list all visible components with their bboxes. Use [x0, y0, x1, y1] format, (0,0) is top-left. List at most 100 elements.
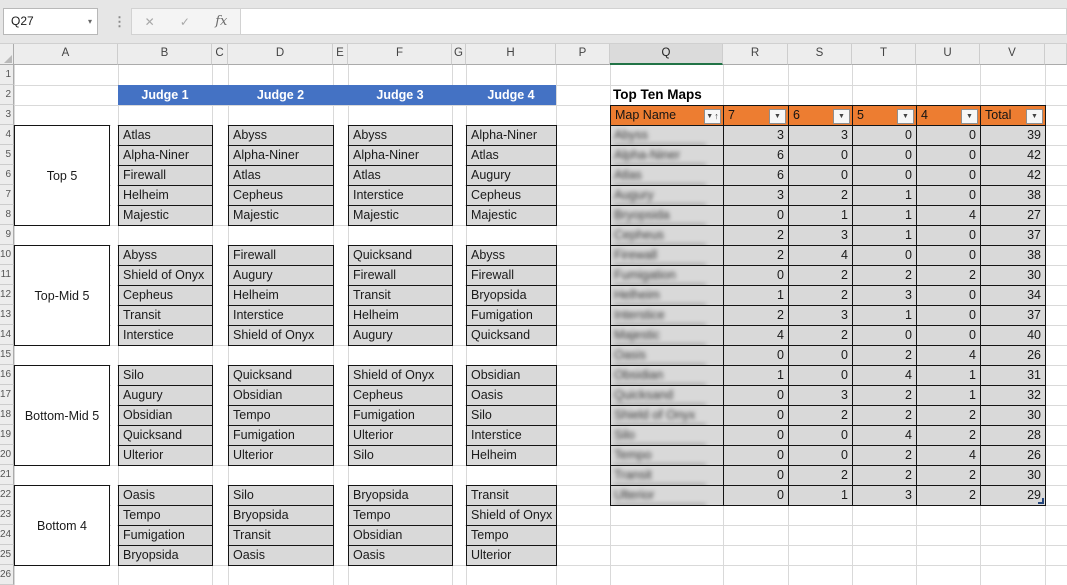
map-cell[interactable]: Ulterior [228, 445, 334, 466]
map-cell[interactable]: Augury [228, 265, 334, 286]
total-cell[interactable]: 26 [980, 445, 1046, 466]
map-cell[interactable]: Cepheus [228, 185, 334, 206]
column-header-S[interactable]: S [788, 44, 852, 65]
score-cell[interactable]: 2 [916, 405, 981, 426]
row-header-9[interactable]: 9 [0, 225, 14, 245]
map-name-cell[interactable]: Atlas [610, 165, 724, 186]
judge-header[interactable]: Judge 4 [487, 88, 535, 102]
map-cell[interactable]: Augury [118, 385, 213, 406]
select-all-button[interactable] [0, 44, 14, 65]
score-cell[interactable]: 0 [852, 325, 917, 346]
map-name-cell[interactable]: Bryopsida [610, 205, 724, 226]
map-cell[interactable]: Abyss [228, 125, 334, 146]
row-header-6[interactable]: 6 [0, 165, 14, 185]
score-cell[interactable]: 2 [788, 465, 853, 486]
map-cell[interactable]: Alpha-Niner [466, 125, 557, 146]
filter-header-6[interactable]: 6 ▼ [788, 105, 853, 126]
map-cell[interactable]: Majestic [348, 205, 453, 226]
score-cell[interactable]: 2 [916, 425, 981, 446]
map-cell[interactable]: Bryopsida [348, 485, 453, 506]
score-cell[interactable]: 4 [852, 365, 917, 386]
row-header-17[interactable]: 17 [0, 385, 14, 405]
map-name-cell[interactable]: Majestic [610, 325, 724, 346]
map-cell[interactable]: Obsidian [228, 385, 334, 406]
map-name-cell[interactable]: Silo [610, 425, 724, 446]
row-header-23[interactable]: 23 [0, 505, 14, 525]
column-header-E[interactable]: E [333, 44, 348, 65]
map-cell[interactable]: Obsidian [348, 525, 453, 546]
column-header-Q[interactable]: Q [610, 44, 723, 65]
score-cell[interactable]: 0 [723, 265, 789, 286]
group-label-cell[interactable]: Bottom 4 [14, 485, 110, 566]
name-box-dropdown-icon[interactable]: ▾ [87, 17, 92, 26]
map-cell[interactable]: Shield of Onyx [466, 505, 557, 526]
score-cell[interactable]: 2 [916, 265, 981, 286]
column-header-partial[interactable] [1045, 44, 1067, 65]
score-cell[interactable]: 1 [852, 225, 917, 246]
map-cell[interactable]: Bryopsida [466, 285, 557, 306]
filter-header-total[interactable]: Total ▼ [980, 105, 1046, 126]
column-header-R[interactable]: R [723, 44, 788, 65]
map-cell[interactable]: Quicksand [228, 365, 334, 386]
row-header-13[interactable]: 13 [0, 305, 14, 325]
total-cell[interactable]: 30 [980, 265, 1046, 286]
map-cell[interactable]: Tempo [118, 505, 213, 526]
name-box[interactable]: Q27 ▾ [3, 8, 98, 35]
score-cell[interactable]: 6 [723, 145, 789, 166]
filter-dropdown-button[interactable]: ▼ [769, 109, 786, 124]
map-cell[interactable]: Alpha-Niner [118, 145, 213, 166]
map-cell[interactable]: Augury [348, 325, 453, 346]
map-cell[interactable]: Oasis [118, 485, 213, 506]
score-cell[interactable]: 2 [852, 445, 917, 466]
map-cell[interactable]: Helheim [118, 185, 213, 206]
row-header-25[interactable]: 25 [0, 545, 14, 565]
score-cell[interactable]: 0 [723, 405, 789, 426]
row-header-19[interactable]: 19 [0, 425, 14, 445]
group-label-cell[interactable]: Bottom-Mid 5 [14, 365, 110, 466]
row-header-26[interactable]: 26 [0, 565, 14, 585]
map-name-cell[interactable]: Firewall [610, 245, 724, 266]
score-cell[interactable]: 0 [852, 245, 917, 266]
total-cell[interactable]: 42 [980, 165, 1046, 186]
total-cell[interactable]: 34 [980, 285, 1046, 306]
row-header-15[interactable]: 15 [0, 345, 14, 365]
map-cell[interactable]: Transit [466, 485, 557, 506]
map-cell[interactable]: Transit [348, 285, 453, 306]
map-name-cell[interactable]: Interstice [610, 305, 724, 326]
map-cell[interactable]: Quicksand [466, 325, 557, 346]
map-name-cell[interactable]: Ulterior [610, 485, 724, 506]
total-cell[interactable]: 37 [980, 305, 1046, 326]
row-header-21[interactable]: 21 [0, 465, 14, 485]
column-header-A[interactable]: A [14, 44, 118, 65]
map-cell[interactable]: Abyss [466, 245, 557, 266]
score-cell[interactable]: 4 [723, 325, 789, 346]
score-cell[interactable]: 0 [723, 465, 789, 486]
score-cell[interactable]: 4 [916, 345, 981, 366]
map-cell[interactable]: Oasis [228, 545, 334, 566]
score-cell[interactable]: 0 [788, 425, 853, 446]
formula-input[interactable] [240, 8, 1067, 35]
score-cell[interactable]: 0 [916, 185, 981, 206]
score-cell[interactable]: 0 [723, 425, 789, 446]
total-cell[interactable]: 40 [980, 325, 1046, 346]
judge-header[interactable]: Judge 2 [256, 88, 305, 102]
score-cell[interactable]: 2 [916, 465, 981, 486]
row-header-10[interactable]: 10 [0, 245, 14, 265]
map-cell[interactable]: Interstice [348, 185, 453, 206]
column-header-P[interactable]: P [556, 44, 610, 65]
map-cell[interactable]: Atlas [228, 165, 334, 186]
score-cell[interactable]: 1 [852, 305, 917, 326]
map-cell[interactable]: Cepheus [466, 185, 557, 206]
score-cell[interactable]: 0 [788, 365, 853, 386]
map-cell[interactable]: Majestic [466, 205, 557, 226]
map-cell[interactable]: Firewall [466, 265, 557, 286]
filter-dropdown-button[interactable]: ▼ [833, 109, 850, 124]
score-cell[interactable]: 0 [788, 445, 853, 466]
column-header-U[interactable]: U [916, 44, 980, 65]
map-cell[interactable]: Silo [228, 485, 334, 506]
map-cell[interactable]: Bryopsida [228, 505, 334, 526]
score-cell[interactable]: 2 [852, 405, 917, 426]
map-name-cell[interactable]: Oasis [610, 345, 724, 366]
score-cell[interactable]: 0 [723, 345, 789, 366]
map-cell[interactable]: Alpha-Niner [348, 145, 453, 166]
